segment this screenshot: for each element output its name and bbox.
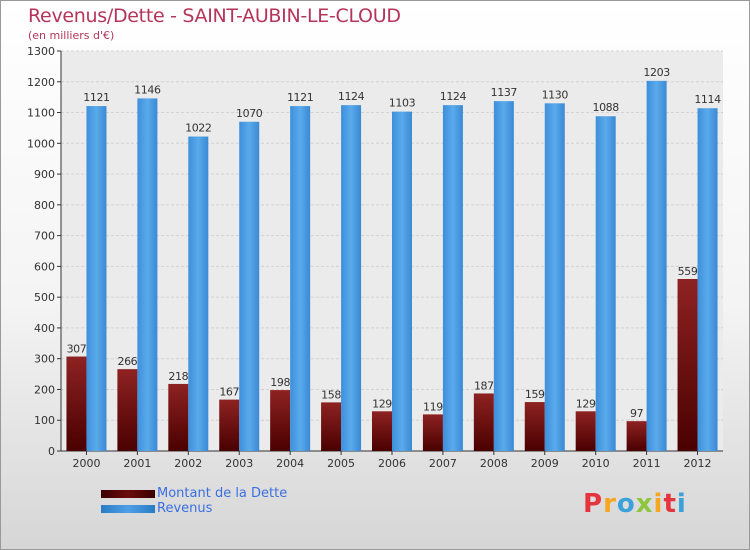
data-label-dette: 266 bbox=[117, 355, 137, 368]
logo-letter: o bbox=[616, 489, 636, 519]
x-tick-label: 2003 bbox=[225, 457, 253, 470]
y-tick-label: 1000 bbox=[27, 137, 55, 150]
y-tick-label: 200 bbox=[34, 383, 55, 396]
bar-dette bbox=[66, 356, 87, 451]
x-tick-label: 2007 bbox=[429, 457, 457, 470]
data-label-dette: 158 bbox=[321, 388, 341, 401]
x-tick-label: 2005 bbox=[327, 457, 355, 470]
data-label-revenus: 1114 bbox=[694, 93, 721, 106]
bar-revenus bbox=[442, 105, 463, 452]
data-label-revenus: 1103 bbox=[389, 97, 416, 110]
legend-swatch-revenus bbox=[101, 505, 155, 513]
data-label-dette: 187 bbox=[474, 379, 494, 392]
bar-dette bbox=[575, 411, 596, 451]
bar-dette bbox=[219, 399, 240, 451]
x-tick-label: 2010 bbox=[582, 457, 610, 470]
bar-revenus bbox=[697, 108, 718, 451]
data-label-dette: 167 bbox=[219, 386, 239, 399]
data-label-revenus: 1088 bbox=[592, 101, 619, 114]
bar-revenus bbox=[392, 111, 412, 451]
logo-letter: r bbox=[603, 489, 617, 519]
bar-revenus bbox=[595, 116, 616, 451]
y-tick-label: 300 bbox=[34, 353, 55, 366]
chart-title: Revenus/Dette - SAINT-AUBIN-LE-CLOUD bbox=[28, 5, 401, 27]
data-label-revenus: 1146 bbox=[134, 83, 161, 96]
bar-dette bbox=[270, 390, 291, 451]
y-tick-label: 1200 bbox=[27, 76, 55, 89]
y-tick-label: 1100 bbox=[27, 107, 55, 120]
bar-dette bbox=[117, 369, 138, 451]
legend-label-revenus: Revenus bbox=[157, 501, 213, 516]
data-label-revenus: 1121 bbox=[287, 91, 313, 104]
logo-letter: i bbox=[653, 489, 664, 519]
data-label-dette: 307 bbox=[67, 343, 87, 356]
data-label-revenus: 1203 bbox=[643, 66, 670, 79]
y-tick-label: 0 bbox=[48, 445, 55, 458]
x-tick-label: 2008 bbox=[480, 457, 508, 470]
data-label-dette: 129 bbox=[576, 397, 596, 410]
data-label-revenus: 1022 bbox=[185, 122, 211, 135]
y-tick-label: 500 bbox=[34, 291, 55, 304]
logo-letter: t bbox=[663, 489, 677, 519]
y-tick-label: 600 bbox=[34, 260, 55, 273]
bar-revenus bbox=[188, 136, 209, 452]
bar-dette bbox=[473, 393, 494, 451]
data-label-revenus: 1130 bbox=[542, 88, 569, 101]
y-tick-label: 800 bbox=[34, 199, 55, 212]
data-label-revenus: 1137 bbox=[491, 86, 518, 99]
bar-dette bbox=[168, 383, 189, 451]
bar-dette bbox=[422, 414, 443, 451]
chart-subtitle: (en milliers d'€) bbox=[28, 29, 115, 42]
bar-revenus bbox=[493, 101, 514, 452]
data-label-dette: 159 bbox=[525, 388, 545, 401]
bar-dette bbox=[677, 279, 698, 451]
logo-letter: P bbox=[583, 489, 604, 519]
data-label-revenus: 1121 bbox=[83, 91, 109, 104]
bar-dette bbox=[321, 402, 342, 451]
x-tick-label: 2011 bbox=[633, 457, 661, 470]
y-tick-label: 100 bbox=[34, 414, 55, 427]
data-label-dette: 97 bbox=[630, 407, 644, 420]
data-label-dette: 129 bbox=[372, 397, 392, 410]
x-tick-label: 2001 bbox=[123, 457, 151, 470]
bar-revenus bbox=[341, 105, 362, 452]
bar-revenus bbox=[544, 103, 565, 452]
y-tick-label: 700 bbox=[34, 230, 55, 243]
data-label-dette: 119 bbox=[423, 400, 443, 413]
bar-revenus bbox=[239, 121, 260, 452]
data-label-dette: 559 bbox=[678, 265, 698, 278]
x-tick-label: 2000 bbox=[72, 457, 100, 470]
bar-dette bbox=[372, 411, 392, 451]
data-label-revenus: 1124 bbox=[338, 90, 365, 103]
legend-swatch-dette bbox=[101, 490, 155, 498]
data-label-revenus: 1070 bbox=[236, 107, 263, 120]
logo-letter: i bbox=[676, 489, 687, 519]
x-tick-label: 2004 bbox=[276, 457, 304, 470]
bar-dette bbox=[524, 402, 545, 451]
data-label-revenus: 1124 bbox=[440, 90, 467, 103]
bar-revenus bbox=[646, 80, 667, 451]
data-label-dette: 198 bbox=[270, 376, 290, 389]
x-tick-label: 2012 bbox=[684, 457, 712, 470]
bar-revenus bbox=[86, 106, 107, 452]
logo-letter: x bbox=[635, 489, 654, 519]
bar-revenus bbox=[137, 98, 158, 451]
y-tick-label: 900 bbox=[34, 168, 55, 181]
data-label-dette: 218 bbox=[168, 370, 188, 383]
legend-label-dette: Montant de la Dette bbox=[157, 486, 288, 501]
proxiti-logo: Proxiti bbox=[583, 489, 687, 519]
bar-dette bbox=[626, 421, 647, 451]
y-tick-label: 1300 bbox=[27, 45, 55, 58]
bar-revenus bbox=[290, 106, 311, 452]
x-tick-label: 2009 bbox=[531, 457, 559, 470]
x-tick-label: 2002 bbox=[174, 457, 202, 470]
y-tick-label: 400 bbox=[34, 322, 55, 335]
x-tick-label: 2006 bbox=[378, 457, 406, 470]
